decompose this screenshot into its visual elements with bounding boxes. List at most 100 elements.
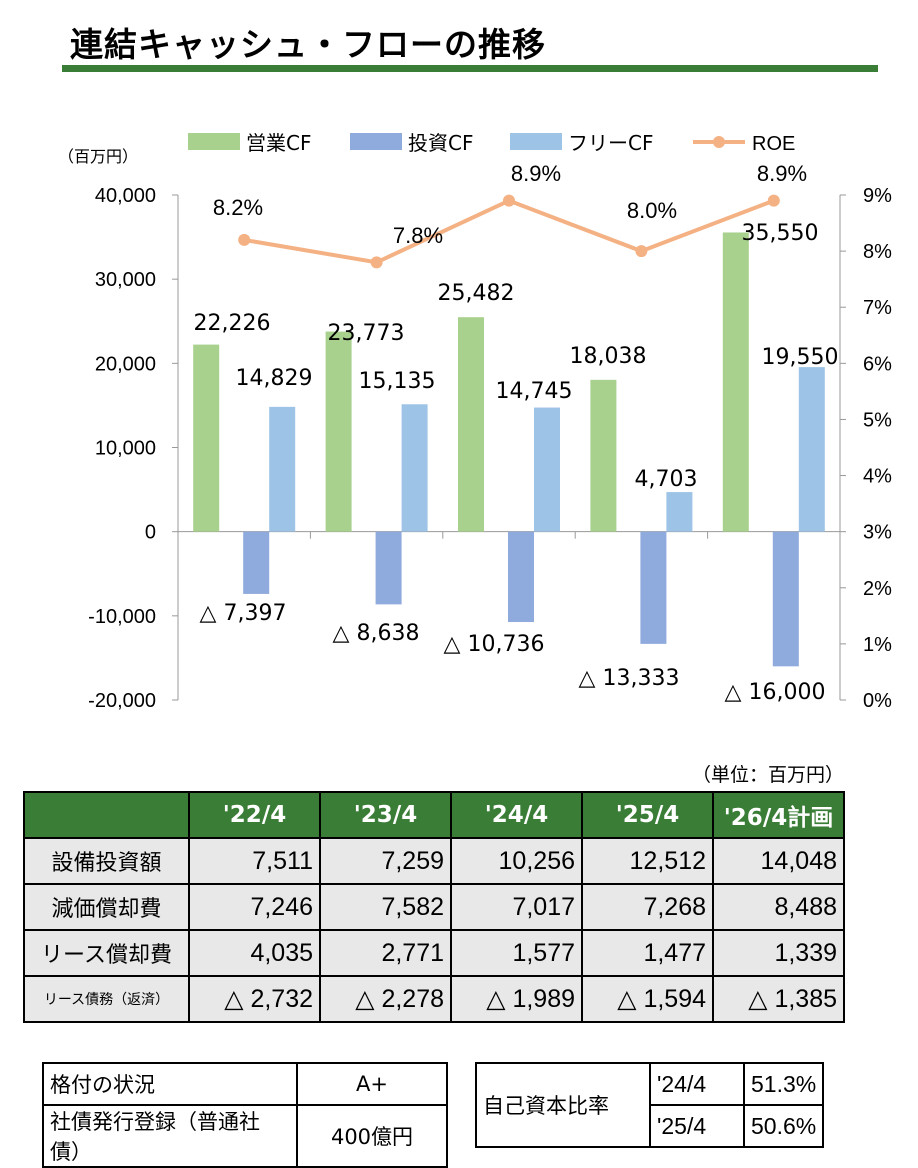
bar-investing [772,531,799,667]
equity-year: '24/4 [649,1062,745,1106]
roe-data-label: 7.8% [393,223,443,248]
table-header-cell: '23/4 [319,791,452,839]
table-cell: △ 2,732 [188,975,321,1023]
bar-free [798,367,825,532]
table-cell: △ 2,278 [319,975,452,1023]
roe-data-label: 8.9% [511,161,561,186]
legend-label-free: フリーCF [568,131,653,155]
table-cell: 7,246 [188,883,321,931]
table-row: 減価償却費 7,246 7,582 7,017 7,268 8,488 [23,883,845,931]
y2-tick-label: 9% [863,185,892,207]
y2-tick-label: 0% [863,690,892,712]
rating-row: 社債発行登録（普通社債） 400億円 [42,1104,448,1168]
bar-investing [640,531,667,644]
data-label-investing: △ 10,736 [444,632,545,657]
table-header-cell: '26/4計画 [712,791,845,839]
data-label-operating: 23,773 [328,321,405,346]
row-label: 設備投資額 [23,837,190,885]
table-cell: 4,035 [188,929,321,977]
table-corner [23,791,190,839]
y2-tick-label: 1% [863,634,892,656]
data-label-operating: 35,550 [742,221,819,246]
bar-operating [458,317,484,532]
table-row: 設備投資額 7,511 7,259 10,256 12,512 14,048 [23,837,845,885]
y-tick-label: 40,000 [95,185,156,207]
capex-table: '22/4 '23/4 '24/4 '25/4 '26/4計画 設備投資額 7,… [23,791,845,1023]
y-tick-label: -20,000 [88,690,156,712]
row-label: リース償却費 [23,929,190,977]
roe-data-label: 8.0% [627,198,677,223]
y2-tick-label: 7% [863,297,892,319]
table-cell: 2,771 [319,929,452,977]
table-cell: 7,582 [319,883,452,931]
data-label-investing: △ 8,638 [333,621,420,646]
y2-tick-label: 2% [863,578,892,600]
y-tick-label: -10,000 [88,606,156,628]
table-row: リース償却費 4,035 2,771 1,577 1,477 1,339 [23,929,845,977]
bar-investing [508,531,534,623]
roe-data-label: 8.9% [757,161,807,186]
y-tick-label: 30,000 [95,269,156,291]
y-tick-label: 10,000 [95,438,156,460]
title-underline [62,65,878,72]
table-cell: 1,339 [712,929,845,977]
data-label-operating: 22,226 [194,311,271,336]
bar-operating [193,344,220,532]
data-label-free: 19,550 [762,345,839,370]
data-label-free: 14,745 [496,379,573,404]
equity-ratio-label: 自己資本比率 [475,1062,651,1148]
row-label: 減価償却費 [23,883,190,931]
table-cell: 7,259 [319,837,452,885]
chart-legend: 営業CF 投資CF フリーCF ROE [188,131,795,155]
table-cell: △ 1,989 [450,975,583,1023]
data-label-investing: △ 13,333 [579,666,680,691]
bar-free [534,407,560,532]
bar-free [666,492,693,532]
table-header-cell: '24/4 [450,791,583,839]
table-cell: 7,268 [581,883,714,931]
y-tick-label: 20,000 [95,353,156,375]
bar-operating [590,379,617,532]
roe-point [635,245,648,258]
rating-label: 格付の状況 [42,1062,298,1106]
bar-free [401,404,428,532]
y2-tick-label: 5% [863,409,892,431]
table-cell: 12,512 [581,837,714,885]
y2-tick-label: 4% [863,466,892,488]
equity-value: 51.3% [742,1062,825,1106]
roe-line [243,198,775,265]
y-tick-label: 0 [145,522,156,544]
legend-label-investing: 投資CF [408,131,473,155]
roe-point [767,194,780,207]
data-label-free: 14,829 [236,366,313,391]
bar-investing [243,531,270,594]
data-label-investing: △ 7,397 [200,601,287,626]
equity-value: 50.6% [742,1104,825,1148]
table-cell: △ 1,594 [581,975,714,1023]
legend-swatch-free [510,133,562,150]
data-label-free: 4,703 [635,467,698,492]
table-cell: 8,488 [712,883,845,931]
data-label-investing: △ 16,000 [725,680,826,705]
data-label-operating: 18,038 [570,344,647,369]
cash-flow-chart: 営業CF 投資CF フリーCF ROE （百万円） 40,000 30,000 20… [58,131,892,712]
data-label-free: 15,135 [359,369,436,394]
y2-tick-label: 6% [863,353,892,375]
bar-investing [375,531,402,605]
table-cell: 7,511 [188,837,321,885]
legend-swatch-operating [188,133,240,150]
equity-row: 自己資本比率 '24/4 51.3% [475,1062,825,1148]
table-cell: 10,256 [450,837,583,885]
bond-registration-label: 社債発行登録（普通社債） [42,1104,298,1168]
bar-operating [325,331,352,532]
rating-value: A+ [296,1062,448,1106]
legend-marker-roe [713,136,725,148]
table-cell: 1,577 [450,929,583,977]
bar-free [269,406,296,532]
roe-point [370,256,383,269]
legend-label-roe: ROE [752,133,795,155]
roe-data-label: 8.2% [213,195,263,220]
table-unit-note: （単位：百万円） [692,764,845,786]
row-label: リース債務（返済） [23,975,190,1023]
table-header-cell: '25/4 [581,791,714,839]
